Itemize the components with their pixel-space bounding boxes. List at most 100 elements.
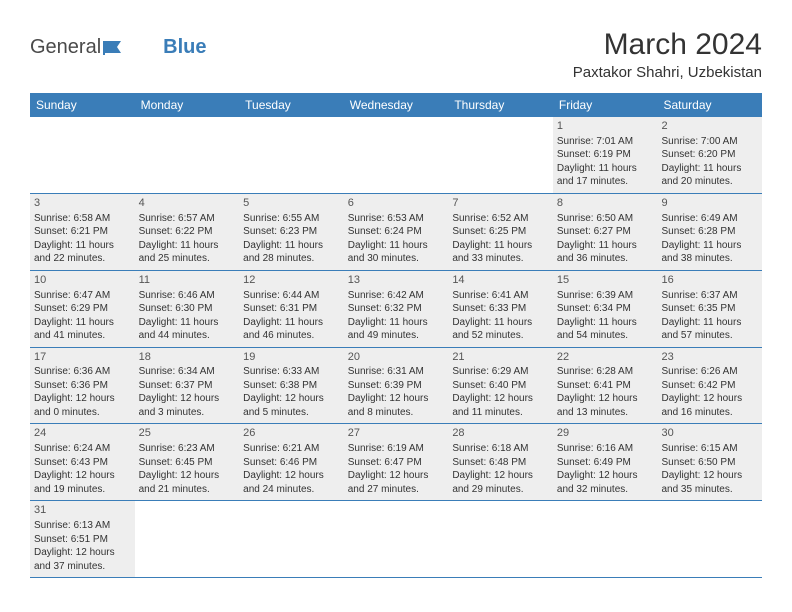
day-cell <box>448 117 553 193</box>
sunset-text: Sunset: 6:51 PM <box>34 533 131 547</box>
sunrise-text: Sunrise: 6:13 AM <box>34 519 131 533</box>
sunrise-text: Sunrise: 6:53 AM <box>348 212 445 226</box>
month-title: March 2024 <box>573 28 762 62</box>
daylight-text: Daylight: 12 hours and 8 minutes. <box>348 392 445 419</box>
sunset-text: Sunset: 6:29 PM <box>34 302 131 316</box>
day-cell: 21Sunrise: 6:29 AMSunset: 6:40 PMDayligh… <box>448 348 553 424</box>
day-cell: 24Sunrise: 6:24 AMSunset: 6:43 PMDayligh… <box>30 424 135 500</box>
day-header-tue: Tuesday <box>239 93 344 117</box>
day-number: 23 <box>661 350 758 365</box>
day-cell <box>344 117 449 193</box>
day-cell: 14Sunrise: 6:41 AMSunset: 6:33 PMDayligh… <box>448 271 553 347</box>
day-cell: 29Sunrise: 6:16 AMSunset: 6:49 PMDayligh… <box>553 424 658 500</box>
daylight-text: Daylight: 11 hours and 54 minutes. <box>557 316 654 343</box>
daylight-text: Daylight: 12 hours and 5 minutes. <box>243 392 340 419</box>
day-number: 4 <box>139 196 236 211</box>
week-row: 3Sunrise: 6:58 AMSunset: 6:21 PMDaylight… <box>30 194 762 271</box>
week-row: 24Sunrise: 6:24 AMSunset: 6:43 PMDayligh… <box>30 424 762 501</box>
sunset-text: Sunset: 6:35 PM <box>661 302 758 316</box>
weeks-container: 1Sunrise: 7:01 AMSunset: 6:19 PMDaylight… <box>30 117 762 578</box>
daylight-text: Daylight: 12 hours and 35 minutes. <box>661 469 758 496</box>
day-cell <box>553 501 658 577</box>
sunrise-text: Sunrise: 7:01 AM <box>557 135 654 149</box>
day-number: 31 <box>34 503 131 518</box>
sunset-text: Sunset: 6:34 PM <box>557 302 654 316</box>
daylight-text: Daylight: 12 hours and 24 minutes. <box>243 469 340 496</box>
sunrise-text: Sunrise: 6:49 AM <box>661 212 758 226</box>
daylight-text: Daylight: 12 hours and 16 minutes. <box>661 392 758 419</box>
day-number: 3 <box>34 196 131 211</box>
day-cell <box>135 501 240 577</box>
day-cell: 19Sunrise: 6:33 AMSunset: 6:38 PMDayligh… <box>239 348 344 424</box>
day-cell: 6Sunrise: 6:53 AMSunset: 6:24 PMDaylight… <box>344 194 449 270</box>
sunrise-text: Sunrise: 6:19 AM <box>348 442 445 456</box>
sunset-text: Sunset: 6:47 PM <box>348 456 445 470</box>
day-cell: 30Sunrise: 6:15 AMSunset: 6:50 PMDayligh… <box>657 424 762 500</box>
sunset-text: Sunset: 6:49 PM <box>557 456 654 470</box>
week-row: 1Sunrise: 7:01 AMSunset: 6:19 PMDaylight… <box>30 117 762 194</box>
day-number: 17 <box>34 350 131 365</box>
sunrise-text: Sunrise: 6:52 AM <box>452 212 549 226</box>
sunset-text: Sunset: 6:22 PM <box>139 225 236 239</box>
daylight-text: Daylight: 12 hours and 11 minutes. <box>452 392 549 419</box>
day-cell: 8Sunrise: 6:50 AMSunset: 6:27 PMDaylight… <box>553 194 658 270</box>
sunset-text: Sunset: 6:38 PM <box>243 379 340 393</box>
sunrise-text: Sunrise: 6:41 AM <box>452 289 549 303</box>
day-cell: 22Sunrise: 6:28 AMSunset: 6:41 PMDayligh… <box>553 348 658 424</box>
day-number: 15 <box>557 273 654 288</box>
day-cell: 11Sunrise: 6:46 AMSunset: 6:30 PMDayligh… <box>135 271 240 347</box>
sunset-text: Sunset: 6:48 PM <box>452 456 549 470</box>
daylight-text: Daylight: 11 hours and 36 minutes. <box>557 239 654 266</box>
week-row: 31Sunrise: 6:13 AMSunset: 6:51 PMDayligh… <box>30 501 762 578</box>
logo-text-general: General <box>30 36 101 59</box>
sunset-text: Sunset: 6:32 PM <box>348 302 445 316</box>
sunrise-text: Sunrise: 6:31 AM <box>348 365 445 379</box>
sunset-text: Sunset: 6:37 PM <box>139 379 236 393</box>
day-cell: 27Sunrise: 6:19 AMSunset: 6:47 PMDayligh… <box>344 424 449 500</box>
sunset-text: Sunset: 6:20 PM <box>661 148 758 162</box>
sunset-text: Sunset: 6:25 PM <box>452 225 549 239</box>
calendar-page: General Blue March 2024 Paxtakor Shahri,… <box>0 0 792 598</box>
sunrise-text: Sunrise: 6:18 AM <box>452 442 549 456</box>
sunset-text: Sunset: 6:33 PM <box>452 302 549 316</box>
sunrise-text: Sunrise: 6:47 AM <box>34 289 131 303</box>
daylight-text: Daylight: 11 hours and 17 minutes. <box>557 162 654 189</box>
daylight-text: Daylight: 12 hours and 21 minutes. <box>139 469 236 496</box>
day-number: 19 <box>243 350 340 365</box>
calendar-grid: Sunday Monday Tuesday Wednesday Thursday… <box>30 93 762 578</box>
sunset-text: Sunset: 6:46 PM <box>243 456 340 470</box>
daylight-text: Daylight: 12 hours and 3 minutes. <box>139 392 236 419</box>
sunset-text: Sunset: 6:39 PM <box>348 379 445 393</box>
day-cell: 20Sunrise: 6:31 AMSunset: 6:39 PMDayligh… <box>344 348 449 424</box>
logo-text-blue: Blue <box>163 36 206 59</box>
sunrise-text: Sunrise: 6:21 AM <box>243 442 340 456</box>
sunrise-text: Sunrise: 6:58 AM <box>34 212 131 226</box>
daylight-text: Daylight: 11 hours and 57 minutes. <box>661 316 758 343</box>
day-number: 16 <box>661 273 758 288</box>
sunset-text: Sunset: 6:21 PM <box>34 225 131 239</box>
sunrise-text: Sunrise: 6:36 AM <box>34 365 131 379</box>
sunrise-text: Sunrise: 6:44 AM <box>243 289 340 303</box>
sunset-text: Sunset: 6:41 PM <box>557 379 654 393</box>
sunset-text: Sunset: 6:24 PM <box>348 225 445 239</box>
daylight-text: Daylight: 11 hours and 25 minutes. <box>139 239 236 266</box>
sunrise-text: Sunrise: 6:26 AM <box>661 365 758 379</box>
day-number: 30 <box>661 426 758 441</box>
daylight-text: Daylight: 12 hours and 29 minutes. <box>452 469 549 496</box>
daylight-text: Daylight: 11 hours and 20 minutes. <box>661 162 758 189</box>
daylight-text: Daylight: 11 hours and 44 minutes. <box>139 316 236 343</box>
day-number: 8 <box>557 196 654 211</box>
day-cell: 10Sunrise: 6:47 AMSunset: 6:29 PMDayligh… <box>30 271 135 347</box>
day-header-sat: Saturday <box>657 93 762 117</box>
day-cell: 4Sunrise: 6:57 AMSunset: 6:22 PMDaylight… <box>135 194 240 270</box>
day-cell: 26Sunrise: 6:21 AMSunset: 6:46 PMDayligh… <box>239 424 344 500</box>
sunrise-text: Sunrise: 6:29 AM <box>452 365 549 379</box>
daylight-text: Daylight: 11 hours and 22 minutes. <box>34 239 131 266</box>
sunrise-text: Sunrise: 6:28 AM <box>557 365 654 379</box>
daylight-text: Daylight: 11 hours and 52 minutes. <box>452 316 549 343</box>
day-cell: 9Sunrise: 6:49 AMSunset: 6:28 PMDaylight… <box>657 194 762 270</box>
day-cell <box>448 501 553 577</box>
day-number: 9 <box>661 196 758 211</box>
day-number: 21 <box>452 350 549 365</box>
sunrise-text: Sunrise: 6:24 AM <box>34 442 131 456</box>
